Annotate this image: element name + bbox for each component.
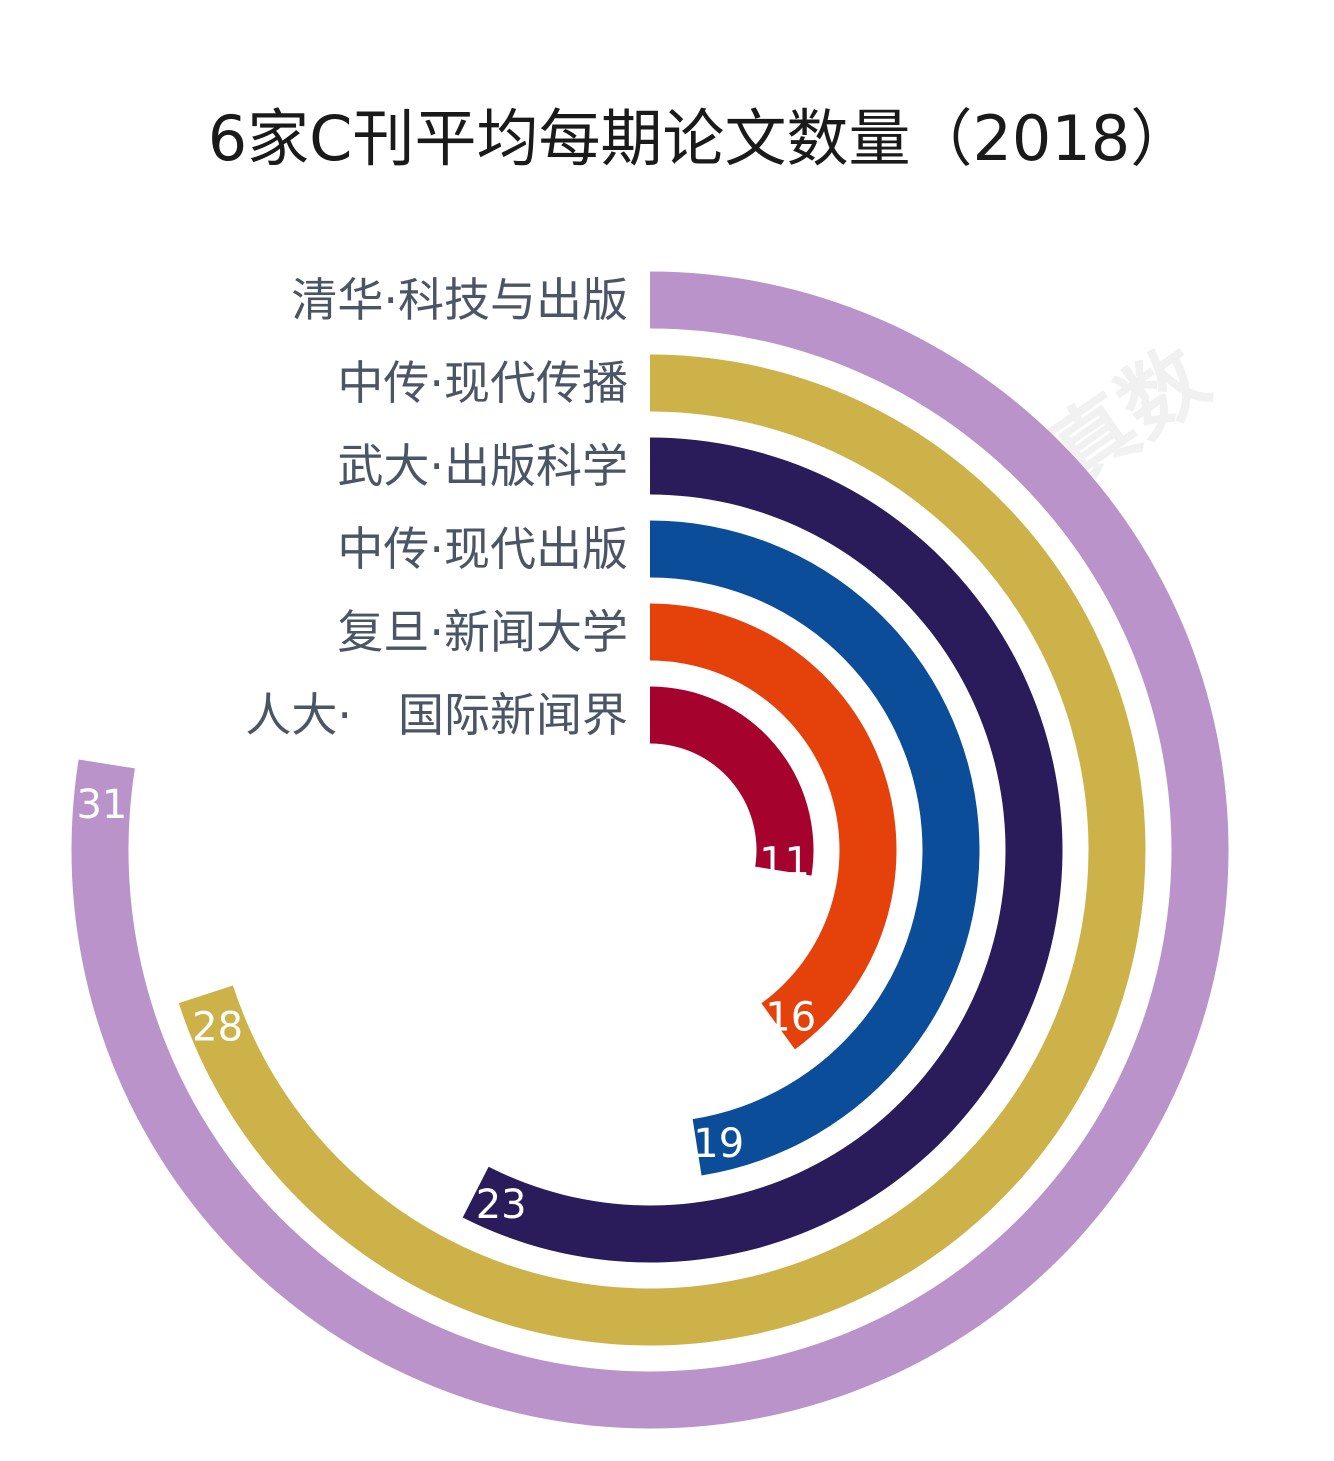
arc-group bbox=[71, 271, 1229, 1429]
arc-5 bbox=[650, 603, 897, 1050]
arc-2 bbox=[178, 354, 1146, 1346]
arc-6 bbox=[650, 686, 814, 876]
category-label-1: 清华·科技与出版 bbox=[291, 273, 628, 327]
chart-title: 6家C刊平均每期论文数量（2018） bbox=[208, 102, 1193, 175]
value-label-3: 23 bbox=[476, 1182, 527, 1228]
category-label-6: 人大· 国际新闻界 bbox=[245, 688, 628, 742]
value-label-6: 11 bbox=[759, 839, 810, 885]
value-label-2: 28 bbox=[192, 1004, 243, 1050]
value-label-group: 31 28 23 19 16 11 bbox=[76, 782, 816, 1228]
category-label-4: 中传·现代出版 bbox=[337, 522, 628, 576]
category-label-group: 清华·科技与出版中传·现代传播武大·出版科学中传·现代出版复旦·新闻大学人大· … bbox=[245, 273, 628, 742]
value-label-1: 31 bbox=[76, 782, 127, 828]
value-label-5: 16 bbox=[765, 995, 816, 1041]
category-label-3: 武大·出版科学 bbox=[337, 439, 628, 493]
value-label-4: 19 bbox=[693, 1121, 744, 1167]
category-label-5: 复旦·新闻大学 bbox=[337, 605, 628, 659]
category-label-2: 中传·现代传播 bbox=[337, 356, 628, 410]
arc-4 bbox=[650, 520, 980, 1176]
